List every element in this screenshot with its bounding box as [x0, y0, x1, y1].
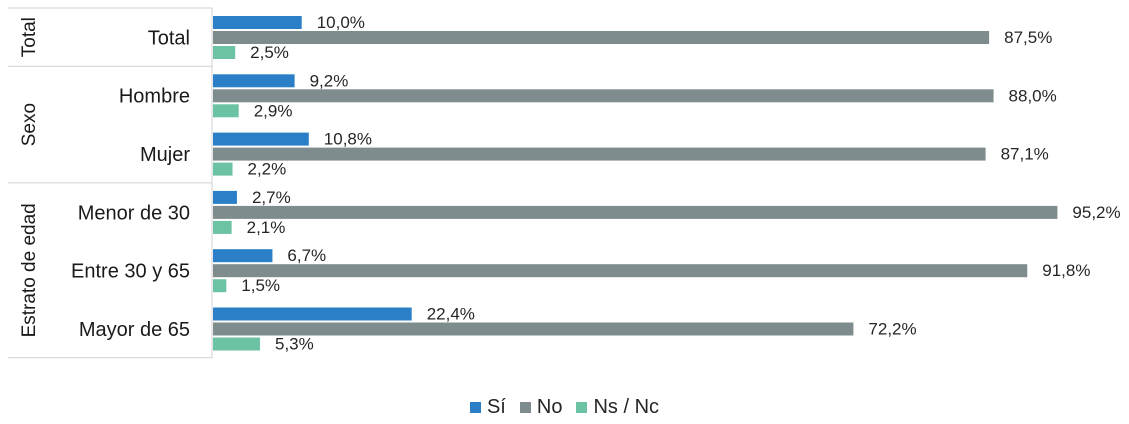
group-label: Estrato de edad	[19, 203, 40, 337]
bar-chart: Total Sexo Estrato de edad Total 10,0% 87,5% 2…	[8, 7, 1121, 359]
legend-item: Sí	[469, 396, 506, 419]
data-label: 2,1%	[247, 218, 286, 237]
data-label: 5,3%	[275, 334, 314, 353]
bar	[213, 205, 1058, 219]
data-label: 10,8%	[324, 130, 372, 149]
data-label: 87,5%	[1004, 28, 1052, 47]
data-label: 1,5%	[241, 276, 280, 295]
bar	[213, 322, 854, 336]
bar	[213, 279, 227, 293]
legend-item: Ns / Nc	[576, 396, 659, 419]
bar	[213, 147, 986, 161]
category-label: Mayor de 65	[79, 319, 190, 341]
data-label: 22,4%	[427, 304, 475, 323]
legend-swatch	[519, 402, 531, 413]
data-label: 2,7%	[252, 188, 291, 207]
bar	[213, 89, 994, 103]
data-label: 72,2%	[868, 319, 916, 338]
legend-label: Ns / Nc	[593, 396, 660, 418]
category-label: Hombre	[119, 86, 190, 108]
category-label: Menor de 30	[78, 202, 190, 224]
data-label: 87,1%	[1001, 145, 1049, 164]
bar	[213, 162, 233, 176]
category-label: Total	[148, 27, 190, 49]
bar	[213, 307, 412, 321]
bar	[213, 132, 309, 146]
group-label: Sexo	[19, 103, 40, 146]
data-label: 91,8%	[1042, 261, 1090, 280]
data-label: 2,5%	[250, 43, 289, 62]
bar	[213, 16, 302, 29]
data-label: 95,2%	[1072, 203, 1120, 222]
data-label: 6,7%	[287, 246, 326, 265]
legend-label: No	[536, 396, 563, 418]
legend-label: Sí	[486, 396, 506, 418]
bar	[213, 31, 990, 44]
data-label: 88,0%	[1009, 86, 1057, 105]
bar	[213, 190, 237, 204]
bar	[213, 264, 1028, 278]
bar	[213, 220, 232, 234]
data-label: 2,2%	[248, 160, 287, 179]
bar	[213, 337, 261, 351]
legend-swatch	[469, 402, 481, 413]
group-label: Total	[19, 17, 40, 57]
legend-item: No	[519, 396, 563, 419]
legend-swatch	[576, 402, 588, 413]
bar	[213, 249, 273, 263]
legend: Sí No Ns / Nc	[0, 396, 1129, 419]
data-label: 10,0%	[317, 13, 365, 32]
category-label: Entre 30 y 65	[71, 261, 190, 283]
data-label: 9,2%	[310, 71, 349, 90]
bar	[213, 104, 239, 118]
bar	[213, 74, 295, 88]
category-label: Mujer	[140, 144, 190, 166]
data-label: 2,9%	[254, 101, 293, 120]
bar	[213, 46, 236, 59]
